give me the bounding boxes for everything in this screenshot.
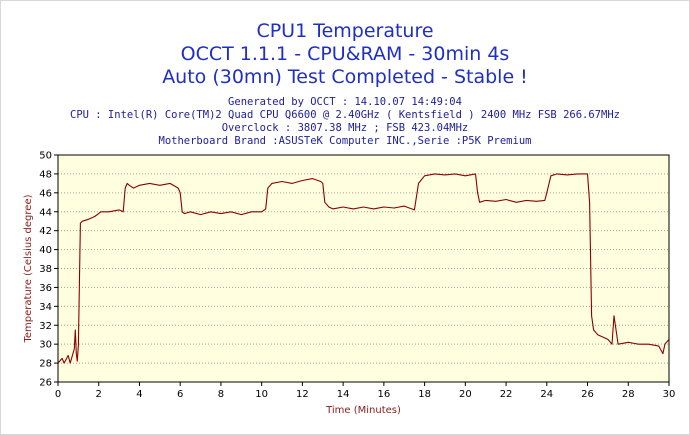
x-tick-label: 14 [337,389,350,400]
y-axis-label: Temperature (Celsius degree) [23,194,34,343]
y-tick-label: 30 [39,340,52,351]
y-tick-label: 46 [39,188,52,199]
x-tick-label: 16 [377,389,390,400]
x-tick-label: 6 [177,389,183,400]
chart-subtitle-test: OCCT 1.1.1 - CPU&RAM - 30min 4s [180,43,510,65]
x-tick-label: 12 [296,389,309,400]
x-tick-label: 24 [540,389,553,400]
x-tick-label: 28 [622,389,635,400]
x-tick-label: 20 [459,389,472,400]
y-tick-label: 40 [39,245,52,256]
y-tick-label: 44 [39,207,52,218]
y-tick-label: 48 [39,169,52,180]
temperature-line [57,173,670,364]
chart-title: CPU1 Temperature [256,20,434,42]
plot-area [58,155,669,382]
x-tick-label: 8 [218,389,224,400]
info-overclock: Overclock : 3807.38 MHz ; FSB 423.04MHz [221,122,469,134]
info-generated: Generated by OCCT : 14.10.07 14:49:04 [228,96,462,108]
x-tick-label: 4 [136,389,142,400]
y-tick-label: 42 [39,226,52,237]
y-tick-label: 32 [39,321,52,332]
y-tick-label: 28 [39,359,52,370]
x-tick-label: 30 [663,389,676,400]
y-tick-label: 50 [39,151,52,162]
y-tick-label: 36 [39,283,52,294]
x-tick-label: 18 [418,389,431,400]
x-tick-label: 22 [500,389,513,400]
x-axis-label: Time (Minutes) [325,405,401,416]
x-tick-label: 2 [96,389,102,400]
info-cpu: CPU : Intel(R) Core(TM)2 Quad CPU Q6600 … [70,109,620,121]
info-motherboard: Motherboard Brand :ASUSTeK Computer INC.… [158,135,532,147]
x-tick-label: 10 [255,389,268,400]
y-tick-label: 26 [39,378,52,389]
x-tick-label: 26 [581,389,594,400]
x-tick-label: 0 [55,389,61,400]
y-tick-label: 34 [39,302,52,313]
chart-subtitle-status: Auto (30mn) Test Completed - Stable ! [162,66,528,88]
y-tick-label: 38 [39,264,52,275]
